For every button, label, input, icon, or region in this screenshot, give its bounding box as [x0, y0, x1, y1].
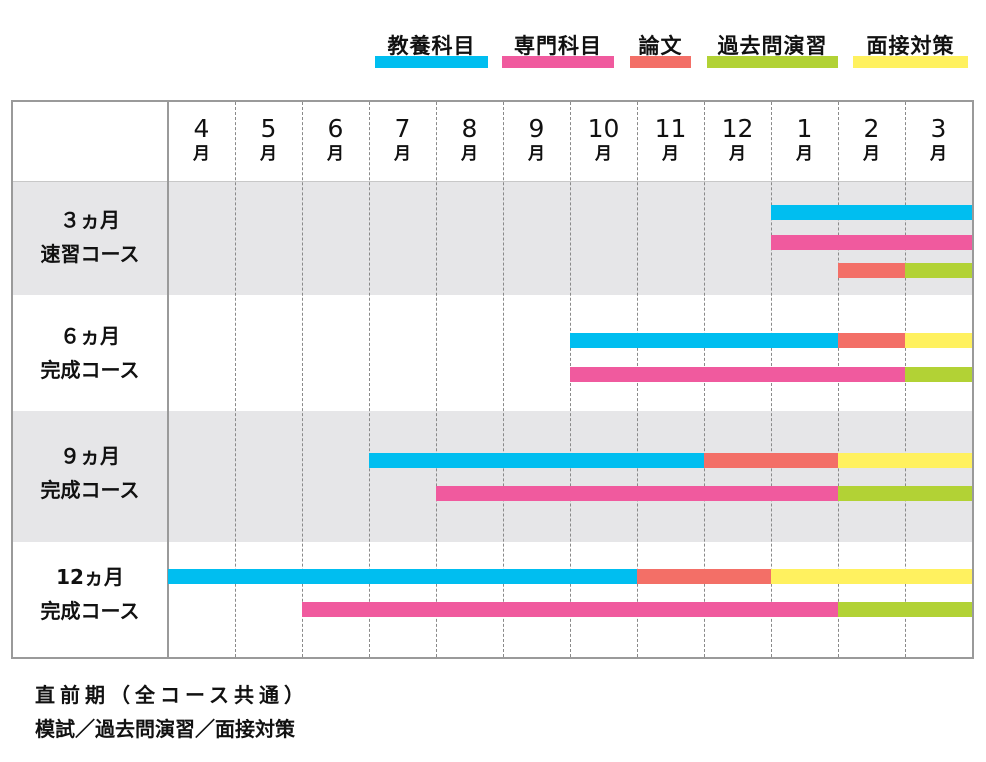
schedule-bar [771, 205, 972, 220]
course-name: 完成コース [40, 599, 140, 623]
schedule-bar [570, 367, 905, 382]
schedule-bar [570, 333, 838, 348]
course-label: ３ヵ月速習コース [13, 203, 167, 271]
legend-item-general: 教養科目 [375, 32, 488, 70]
legend-swatch [630, 56, 691, 68]
legend-swatch [853, 56, 968, 68]
month-unit: 月 [528, 144, 545, 164]
month-number: 11 [654, 114, 687, 143]
legend-label: 過去問演習 [717, 34, 828, 58]
legend-item-past_exams: 過去問演習 [707, 32, 838, 70]
legend-item-essay: 論文 [630, 32, 691, 70]
month-unit: 月 [260, 144, 277, 164]
schedule-bar [436, 486, 838, 501]
month-unit: 月 [595, 144, 612, 164]
month-header: 11 月 [637, 114, 704, 164]
schedule-bar [838, 263, 905, 278]
course-name: 完成コース [40, 358, 140, 382]
course-label: ６ヵ月完成コース [13, 319, 167, 387]
header-divider [13, 181, 972, 182]
footer-line-2: 模試／過去問演習／面接対策 [35, 717, 295, 741]
schedule-bar [838, 602, 972, 617]
schedule-bar [302, 602, 838, 617]
month-unit: 月 [461, 144, 478, 164]
course-label: ９ヵ月完成コース [13, 439, 167, 507]
month-gridline [235, 102, 236, 657]
legend: 教養科目 専門科目 論文 過去問演習 面接対策 [0, 32, 986, 72]
schedule-bar [704, 453, 838, 468]
schedule-bar [905, 333, 972, 348]
month-number: 6 [327, 114, 344, 143]
schedule-bar [838, 486, 972, 501]
legend-item-interview: 面接対策 [853, 32, 968, 70]
schedule-bar [905, 263, 972, 278]
month-number: 7 [394, 114, 411, 143]
month-header: 12 月 [704, 114, 771, 164]
footer-line-1: 直前期（全コース共通） [35, 683, 309, 707]
legend-label: 論文 [638, 34, 683, 58]
schedule-bar [168, 569, 637, 584]
month-gridline [436, 102, 437, 657]
month-unit: 月 [729, 144, 746, 164]
month-unit: 月 [662, 144, 679, 164]
label-column-divider [167, 102, 169, 657]
schedule-bar [905, 367, 972, 382]
course-duration: ９ヵ月 [60, 444, 120, 468]
legend-swatch [502, 56, 614, 68]
course-duration: ３ヵ月 [60, 208, 120, 232]
month-unit: 月 [796, 144, 813, 164]
schedule-bar [637, 569, 771, 584]
month-unit: 月 [930, 144, 947, 164]
course-name: 速習コース [40, 242, 140, 266]
schedule-bar [838, 333, 905, 348]
month-unit: 月 [193, 144, 210, 164]
legend-label: 教養科目 [387, 34, 476, 58]
month-unit: 月 [394, 144, 411, 164]
month-number: 8 [461, 114, 478, 143]
legend-label: 面接対策 [866, 34, 955, 58]
month-gridline [369, 102, 370, 657]
month-unit: 月 [863, 144, 880, 164]
schedule-bar [838, 453, 972, 468]
month-number: 12 [721, 114, 754, 143]
course-name: 完成コース [40, 478, 140, 502]
legend-label: 専門科目 [514, 34, 602, 58]
schedule-bar [771, 235, 972, 250]
course-row [13, 411, 972, 542]
month-number: 9 [528, 114, 545, 143]
month-number: 4 [193, 114, 210, 143]
legend-swatch [375, 56, 488, 68]
month-number: 3 [930, 114, 947, 143]
course-label: 12ヵ月完成コース [13, 560, 167, 628]
month-header: 10 月 [570, 114, 637, 164]
month-unit: 月 [327, 144, 344, 164]
legend-swatch [707, 56, 838, 68]
legend-item-specialized: 専門科目 [502, 32, 614, 70]
schedule-bar [771, 569, 972, 584]
schedule-bar [369, 453, 704, 468]
footer-note: 直前期（全コース共通） 模試／過去問演習／面接対策 [35, 678, 309, 746]
month-number: 10 [587, 114, 620, 143]
month-number: 5 [260, 114, 277, 143]
month-gridline [503, 102, 504, 657]
course-duration: 12ヵ月 [56, 565, 124, 589]
month-number: 2 [863, 114, 880, 143]
month-number: 1 [796, 114, 813, 143]
schedule-table: 4 月 5 月 6 月 7 月 8 月 9 月 10 月 11 月 12 月 1 月 2 月 3 月 ３ヵ月 速習コース ６ヵ月 完成… [11, 100, 974, 659]
course-duration: ６ヵ月 [60, 324, 120, 348]
month-gridline [302, 102, 303, 657]
